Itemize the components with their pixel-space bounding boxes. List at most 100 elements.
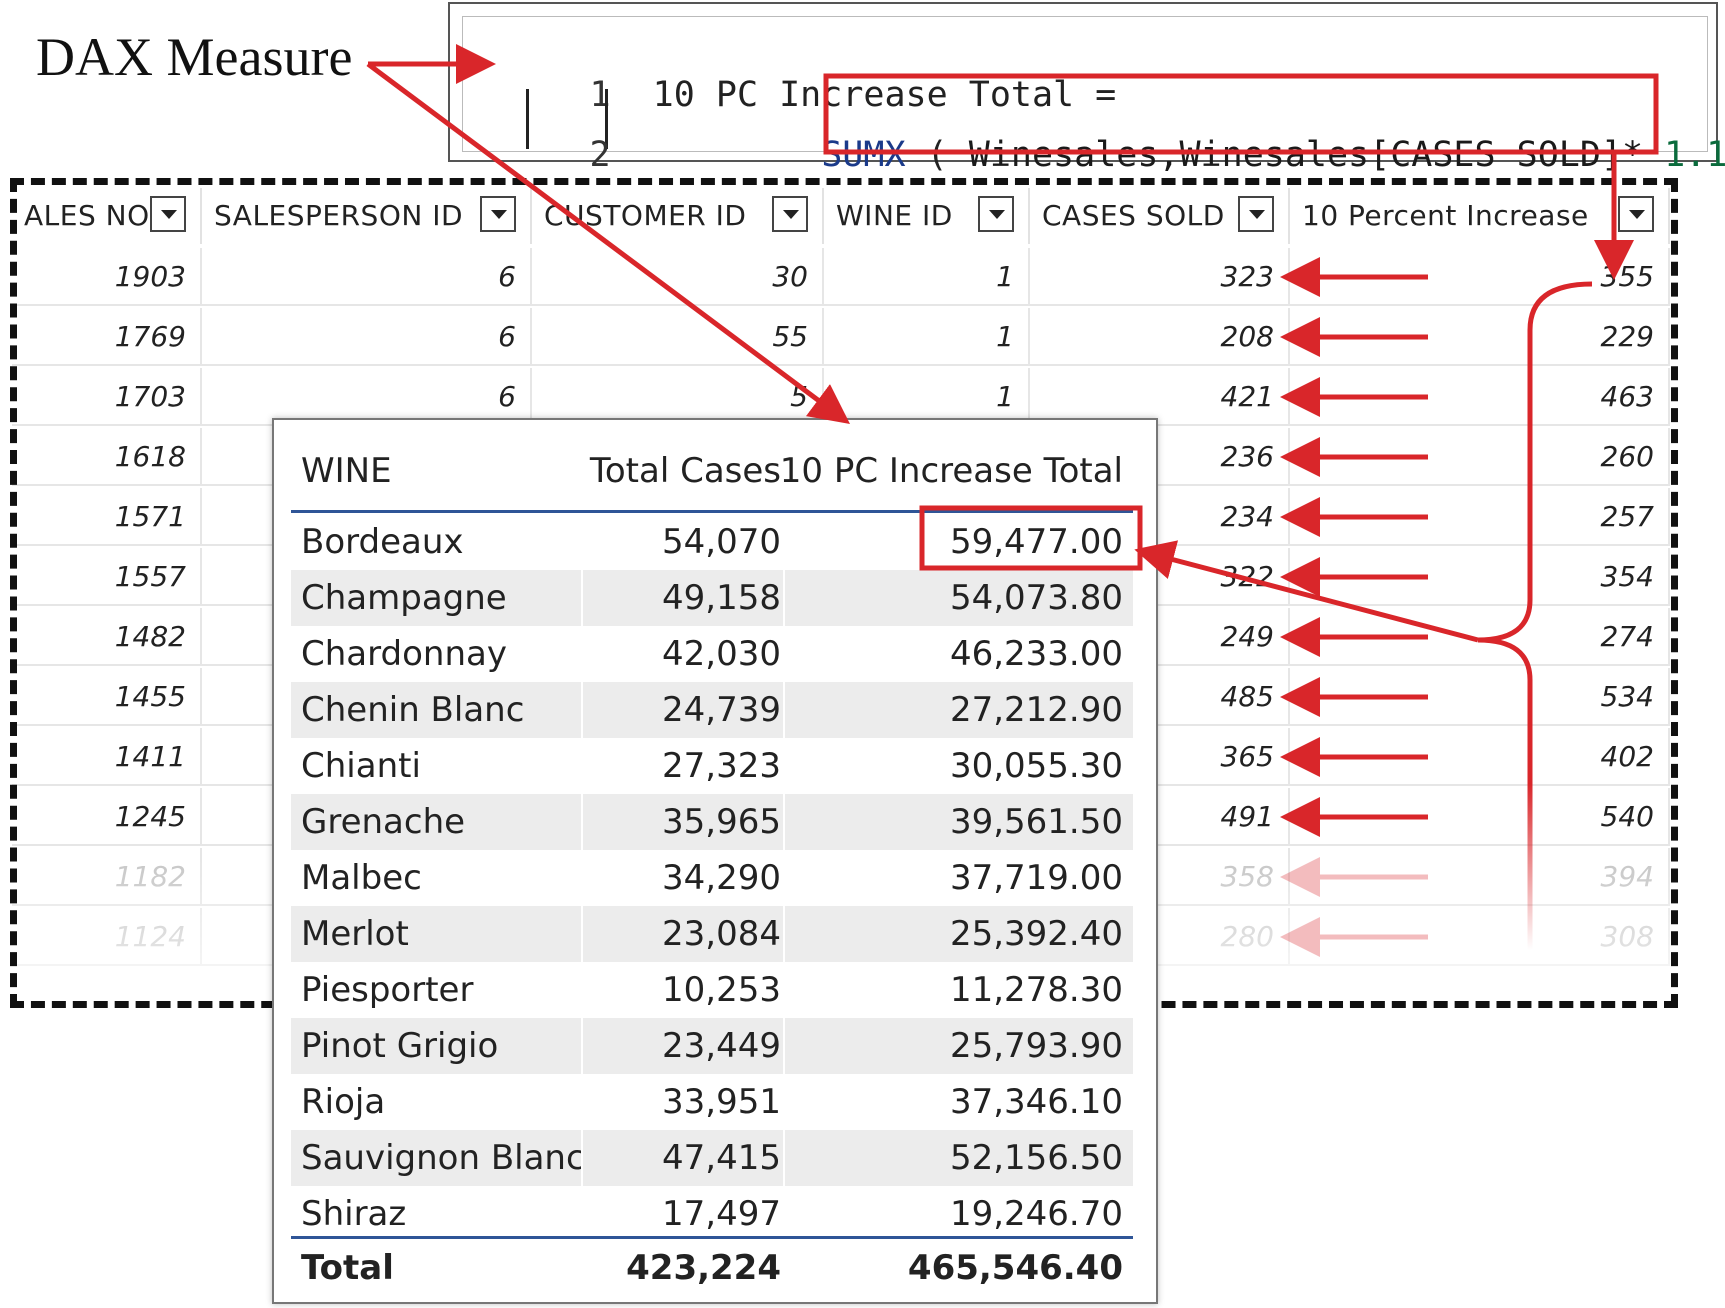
table-cell: 1: [824, 308, 1030, 366]
increase-total-value: 25,793.90: [949, 1026, 1123, 1066]
column-separator: [783, 906, 785, 962]
increase-total-value: 52,156.50: [949, 1138, 1123, 1178]
sumx-arguments: Winesales,Winesales[CASES SOLD]*: [968, 135, 1644, 175]
column-header-wine[interactable]: WINE: [301, 451, 392, 491]
column-separator: [783, 626, 785, 682]
column-header-label: WINE ID: [836, 199, 953, 232]
matrix-row[interactable]: Merlot 23,084 25,392.40: [291, 906, 1133, 962]
column-header-10pc-increase[interactable]: 10 PC Increase Total: [779, 451, 1123, 491]
matrix-row[interactable]: Pinot Grigio 23,449 25,793.90: [291, 1018, 1133, 1074]
total-cases-value: 27,323: [662, 746, 781, 786]
dax-measure-label: DAX Measure: [36, 27, 353, 87]
total-cases-value: 23,084: [662, 914, 781, 954]
wine-name: Malbec: [301, 858, 422, 898]
filter-dropdown-icon[interactable]: [1238, 196, 1274, 232]
column-header-label: 10 Percent Increase: [1302, 199, 1589, 232]
matrix-row[interactable]: Chianti 27,323 30,055.30: [291, 738, 1133, 794]
table-cell: 1245: [12, 788, 202, 846]
filter-dropdown-icon[interactable]: [150, 196, 186, 232]
increase-total-value: 54,073.80: [949, 578, 1123, 618]
column-separator: [581, 682, 583, 738]
matrix-row[interactable]: Rioja 33,951 37,346.10: [291, 1074, 1133, 1130]
wine-name: Piesporter: [301, 970, 474, 1010]
matrix-row[interactable]: Piesporter 10,253 11,278.30: [291, 962, 1133, 1018]
matrix-row[interactable]: Bordeaux 54,070 59,477.00: [291, 514, 1133, 570]
matrix-row[interactable]: Grenache 35,965 39,561.50: [291, 794, 1133, 850]
table-cell: 208: [1030, 308, 1290, 366]
multiplier-value: 1.1: [1664, 135, 1725, 175]
table-cell: 1455: [12, 668, 202, 726]
total-cases-value: 17,497: [662, 1194, 781, 1234]
total-cases-value: 54,070: [662, 522, 781, 562]
column-header-total-cases[interactable]: Total Cases: [589, 451, 781, 491]
increase-total-value: 25,392.40: [949, 914, 1123, 954]
column-separator: [783, 738, 785, 794]
column-separator: [783, 682, 785, 738]
matrix-row[interactable]: Sauvignon Blanc 47,415 52,156.50: [291, 1130, 1133, 1186]
wine-name: Bordeaux: [301, 522, 464, 562]
total-cases-value: 47,415: [662, 1138, 781, 1178]
total-10pc-increase: 465,546.40: [907, 1248, 1123, 1288]
increase-total-value: 59,477.00: [949, 522, 1123, 562]
total-cases-value: 42,030: [662, 634, 781, 674]
total-cases-value: 10,253: [662, 970, 781, 1010]
column-separator: [581, 514, 583, 570]
table-cell: 1557: [12, 548, 202, 606]
filter-dropdown-icon[interactable]: [978, 196, 1014, 232]
matrix-row[interactable]: Chenin Blanc 24,739 27,212.90: [291, 682, 1133, 738]
total-cases-value: 35,965: [662, 802, 781, 842]
wine-name: Grenache: [301, 802, 466, 842]
formula-text-area[interactable]: 1 10 PC Increase Total = 2 SUMX ( Winesa…: [462, 16, 1725, 175]
matrix-row[interactable]: Shiraz 17,497 19,246.70: [291, 1186, 1133, 1242]
column-separator: [783, 1186, 785, 1242]
increase-total-value: 37,346.10: [949, 1082, 1123, 1122]
table-cell: 1482: [12, 608, 202, 666]
column-header-label: CASES SOLD: [1042, 199, 1225, 232]
total-cases-value: 24,739: [662, 690, 781, 730]
column-separator: [783, 570, 785, 626]
wine-name: Sauvignon Blanc: [301, 1138, 585, 1178]
table-cell: 1769: [12, 308, 202, 366]
matrix-header: WINE Total Cases 10 PC Increase Total: [291, 438, 1133, 504]
wine-name: Pinot Grigio: [301, 1026, 499, 1066]
column-separator: [581, 570, 583, 626]
increase-total-value: 11,278.30: [949, 970, 1123, 1010]
column-separator: [783, 1130, 785, 1186]
matrix-row[interactable]: Chardonnay 42,030 46,233.00: [291, 626, 1133, 682]
matrix-total-row: Total 423,224 465,546.40: [291, 1240, 1133, 1296]
column-separator: [581, 1018, 583, 1074]
wine-name: Shiraz: [301, 1194, 407, 1234]
dax-formula-editor[interactable]: 1 10 PC Increase Total = 2 SUMX ( Winesa…: [448, 2, 1725, 175]
column-separator: [581, 1130, 583, 1186]
wine-name: Chenin Blanc: [301, 690, 525, 730]
column-separator: [581, 1074, 583, 1130]
column-separator: [783, 1018, 785, 1074]
total-cases-value: 49,158: [662, 578, 781, 618]
total-cases-value: 23,449: [662, 1026, 781, 1066]
increase-total-value: 19,246.70: [949, 1194, 1123, 1234]
column-separator: [783, 514, 785, 570]
column-separator: [783, 1074, 785, 1130]
total-cases-value: 34,290: [662, 858, 781, 898]
column-separator: [581, 850, 583, 906]
column-separator: [581, 738, 583, 794]
column-separator: [581, 626, 583, 682]
wine-name: Chardonnay: [301, 634, 507, 674]
total-cases-value: 33,951: [662, 1082, 781, 1122]
wine-name: Chianti: [301, 746, 421, 786]
column-separator: [581, 1186, 583, 1242]
table-cell: 1903: [12, 248, 202, 306]
matrix-row[interactable]: Champagne 49,158 54,073.80: [291, 570, 1133, 626]
matrix-row[interactable]: Malbec 34,290 37,719.00: [291, 850, 1133, 906]
total-label: Total: [301, 1248, 394, 1288]
wine-name: Champagne: [301, 578, 507, 618]
column-header-label: ALES NO: [24, 199, 150, 232]
table-cell: 1: [824, 248, 1030, 306]
matrix-visual[interactable]: WINE Total Cases 10 PC Increase Total Bo…: [272, 418, 1158, 1304]
header-10-percent-increase[interactable]: 10 Percent Increase: [1290, 188, 1670, 244]
table-cell: 1411: [12, 728, 202, 786]
column-separator: [783, 962, 785, 1018]
column-separator: [783, 850, 785, 906]
column-separator: [581, 962, 583, 1018]
filter-dropdown-icon[interactable]: [1618, 196, 1654, 232]
